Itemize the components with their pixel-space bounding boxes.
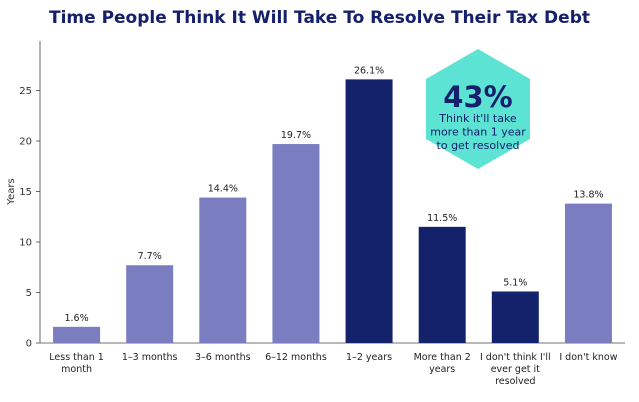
callout-text: Think it'll take: [438, 112, 517, 125]
y-tick-label: 15: [19, 187, 32, 198]
data-label: 13.8%: [573, 190, 603, 201]
x-tick-label: I don't know: [559, 352, 617, 363]
y-tick-label: 25: [19, 86, 32, 97]
y-tick-label: 5: [26, 288, 32, 299]
callout-text: more than 1 year: [430, 126, 526, 139]
chart-title: Time People Think It Will Take To Resolv…: [48, 8, 590, 28]
data-label: 1.6%: [64, 313, 88, 324]
callout-value: 43%: [443, 80, 512, 114]
y-tick-label: 10: [19, 238, 32, 249]
data-label: 7.7%: [138, 251, 162, 262]
bar: [564, 203, 612, 343]
data-label: 14.4%: [208, 184, 238, 195]
x-tick-label: 3–6 months: [195, 352, 251, 363]
bar: [418, 226, 466, 343]
bar: [126, 265, 174, 343]
x-tick-label: 1–2 years: [346, 352, 392, 363]
data-label: 11.5%: [427, 213, 457, 224]
bar: [491, 291, 539, 343]
hexagon-shape: [426, 49, 530, 169]
y-tick-label: 20: [19, 137, 32, 148]
x-tick-label: 1–3 months: [122, 352, 178, 363]
bar: [53, 326, 101, 343]
data-label: 19.7%: [281, 130, 311, 141]
data-label: 5.1%: [503, 277, 527, 288]
bar: [272, 144, 320, 343]
bar: [199, 197, 247, 343]
x-tick-label: Less than 1 month: [49, 352, 104, 375]
bars: 1.6% Less than 1 month 7.7% 1–3 months 14.4% 3…: [49, 65, 617, 387]
y-tick-label: 0: [26, 339, 32, 350]
x-tick-label: I don't think I'll ever get it resolved: [480, 352, 551, 387]
bar: [345, 79, 393, 343]
data-label: 26.1%: [354, 65, 384, 76]
x-tick-label: 6–12 months: [265, 352, 327, 363]
x-tick-label: More than 2 years: [414, 352, 471, 375]
callout-text: to get resolved: [437, 139, 520, 152]
y-axis-label: Years: [6, 178, 17, 205]
